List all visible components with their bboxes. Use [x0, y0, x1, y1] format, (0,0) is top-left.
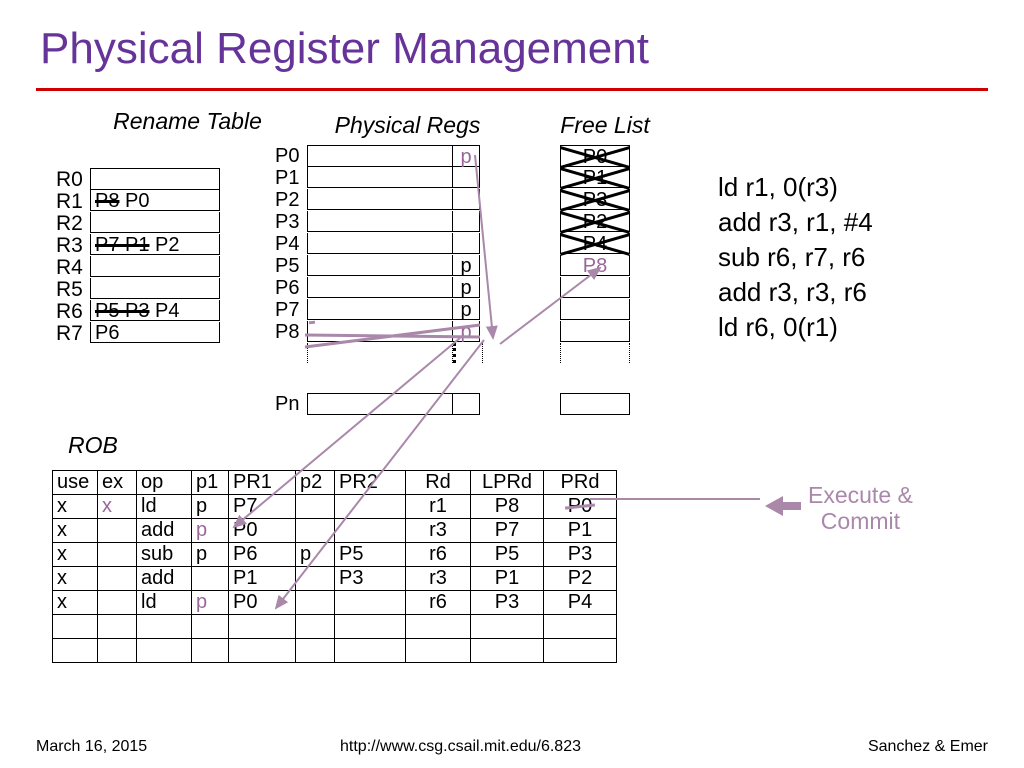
phys-reg-row: P4: [275, 233, 483, 255]
instruction: add r3, r3, r6: [718, 275, 873, 310]
phys-reg-row: P2: [275, 189, 483, 211]
phys-reg-row: [275, 343, 483, 365]
free-list-row: P2: [560, 211, 630, 233]
rename-row: R1P8 P0: [56, 190, 220, 212]
phys-reg-row: P6p: [275, 277, 483, 299]
instruction: ld r6, 0(r1): [718, 310, 873, 345]
phys-reg-row: P3: [275, 211, 483, 233]
free-list-row: P0: [560, 145, 630, 167]
rob-header-row: useexopp1PR1p2PR2RdLPRdPRd: [53, 471, 617, 495]
rob-table: useexopp1PR1p2PR2RdLPRdPRdxxldpP7r1P8P0x…: [52, 470, 617, 663]
phys-reg-row: P8p: [275, 321, 483, 343]
rename-row: R3P7 P1 P2: [56, 234, 220, 256]
rename-table: R0R1P8 P0R2R3P7 P1 P2R4R5R6P5 P3 P4R7 P6: [56, 168, 220, 344]
phys-reg-row: Pn: [275, 393, 483, 415]
rename-row: R2: [56, 212, 220, 234]
rename-row: R7 P6: [56, 322, 220, 344]
free-list-row: [560, 343, 630, 365]
execute-commit-label: Execute & Commit: [808, 482, 913, 535]
phys-regs-table: P0pP1P2P3P4P5pP6pP7pP8p Pn: [275, 145, 483, 415]
page-title: Physical Register Management: [40, 24, 649, 74]
free-list-row: P8: [560, 255, 630, 277]
free-list-label: Free List: [540, 112, 670, 139]
footer-url: http://www.csg.csail.mit.edu/6.823: [340, 738, 581, 756]
title-underline: [36, 88, 988, 91]
rob-label: ROB: [68, 432, 118, 459]
free-list-row: [560, 393, 630, 415]
rob-row: xldpP0r6P3P4: [53, 591, 617, 615]
rob-row: [53, 639, 617, 663]
footer-date: March 16, 2015: [36, 738, 147, 756]
free-list-row: P1: [560, 167, 630, 189]
instruction: sub r6, r7, r6: [718, 240, 873, 275]
instruction-list: ld r1, 0(r3)add r3, r1, #4sub r6, r7, r6…: [718, 170, 873, 345]
rename-row: R6P5 P3 P4: [56, 300, 220, 322]
free-list-row: [560, 277, 630, 299]
phys-reg-row: P0p: [275, 145, 483, 167]
rob-row: [53, 615, 617, 639]
free-list-row: [560, 299, 630, 321]
rename-table-label: Rename Table: [100, 108, 275, 135]
phys-regs-label: Physical Regs: [300, 112, 515, 139]
free-list-row: P3: [560, 189, 630, 211]
free-list-row: P4: [560, 233, 630, 255]
rob-row: xsubpP6pP5r6P5P3: [53, 543, 617, 567]
phys-reg-row: P5p: [275, 255, 483, 277]
footer-authors: Sanchez & Emer: [868, 738, 988, 756]
rob-row: xaddpP0r3P7P1: [53, 519, 617, 543]
phys-reg-row: P7p: [275, 299, 483, 321]
free-list-table: P0P1P3P2P4P8: [560, 145, 630, 415]
rob-row: xxldpP7r1P8P0: [53, 495, 617, 519]
instruction: add r3, r1, #4: [718, 205, 873, 240]
rename-row: R5: [56, 278, 220, 300]
rename-row: R0: [56, 168, 220, 190]
arrow-left-icon: [765, 496, 783, 516]
instruction: ld r1, 0(r3): [718, 170, 873, 205]
rob-row: xaddP1P3r3P1P2: [53, 567, 617, 591]
rename-row: R4: [56, 256, 220, 278]
free-list-row: [560, 321, 630, 343]
phys-reg-row: P1: [275, 167, 483, 189]
